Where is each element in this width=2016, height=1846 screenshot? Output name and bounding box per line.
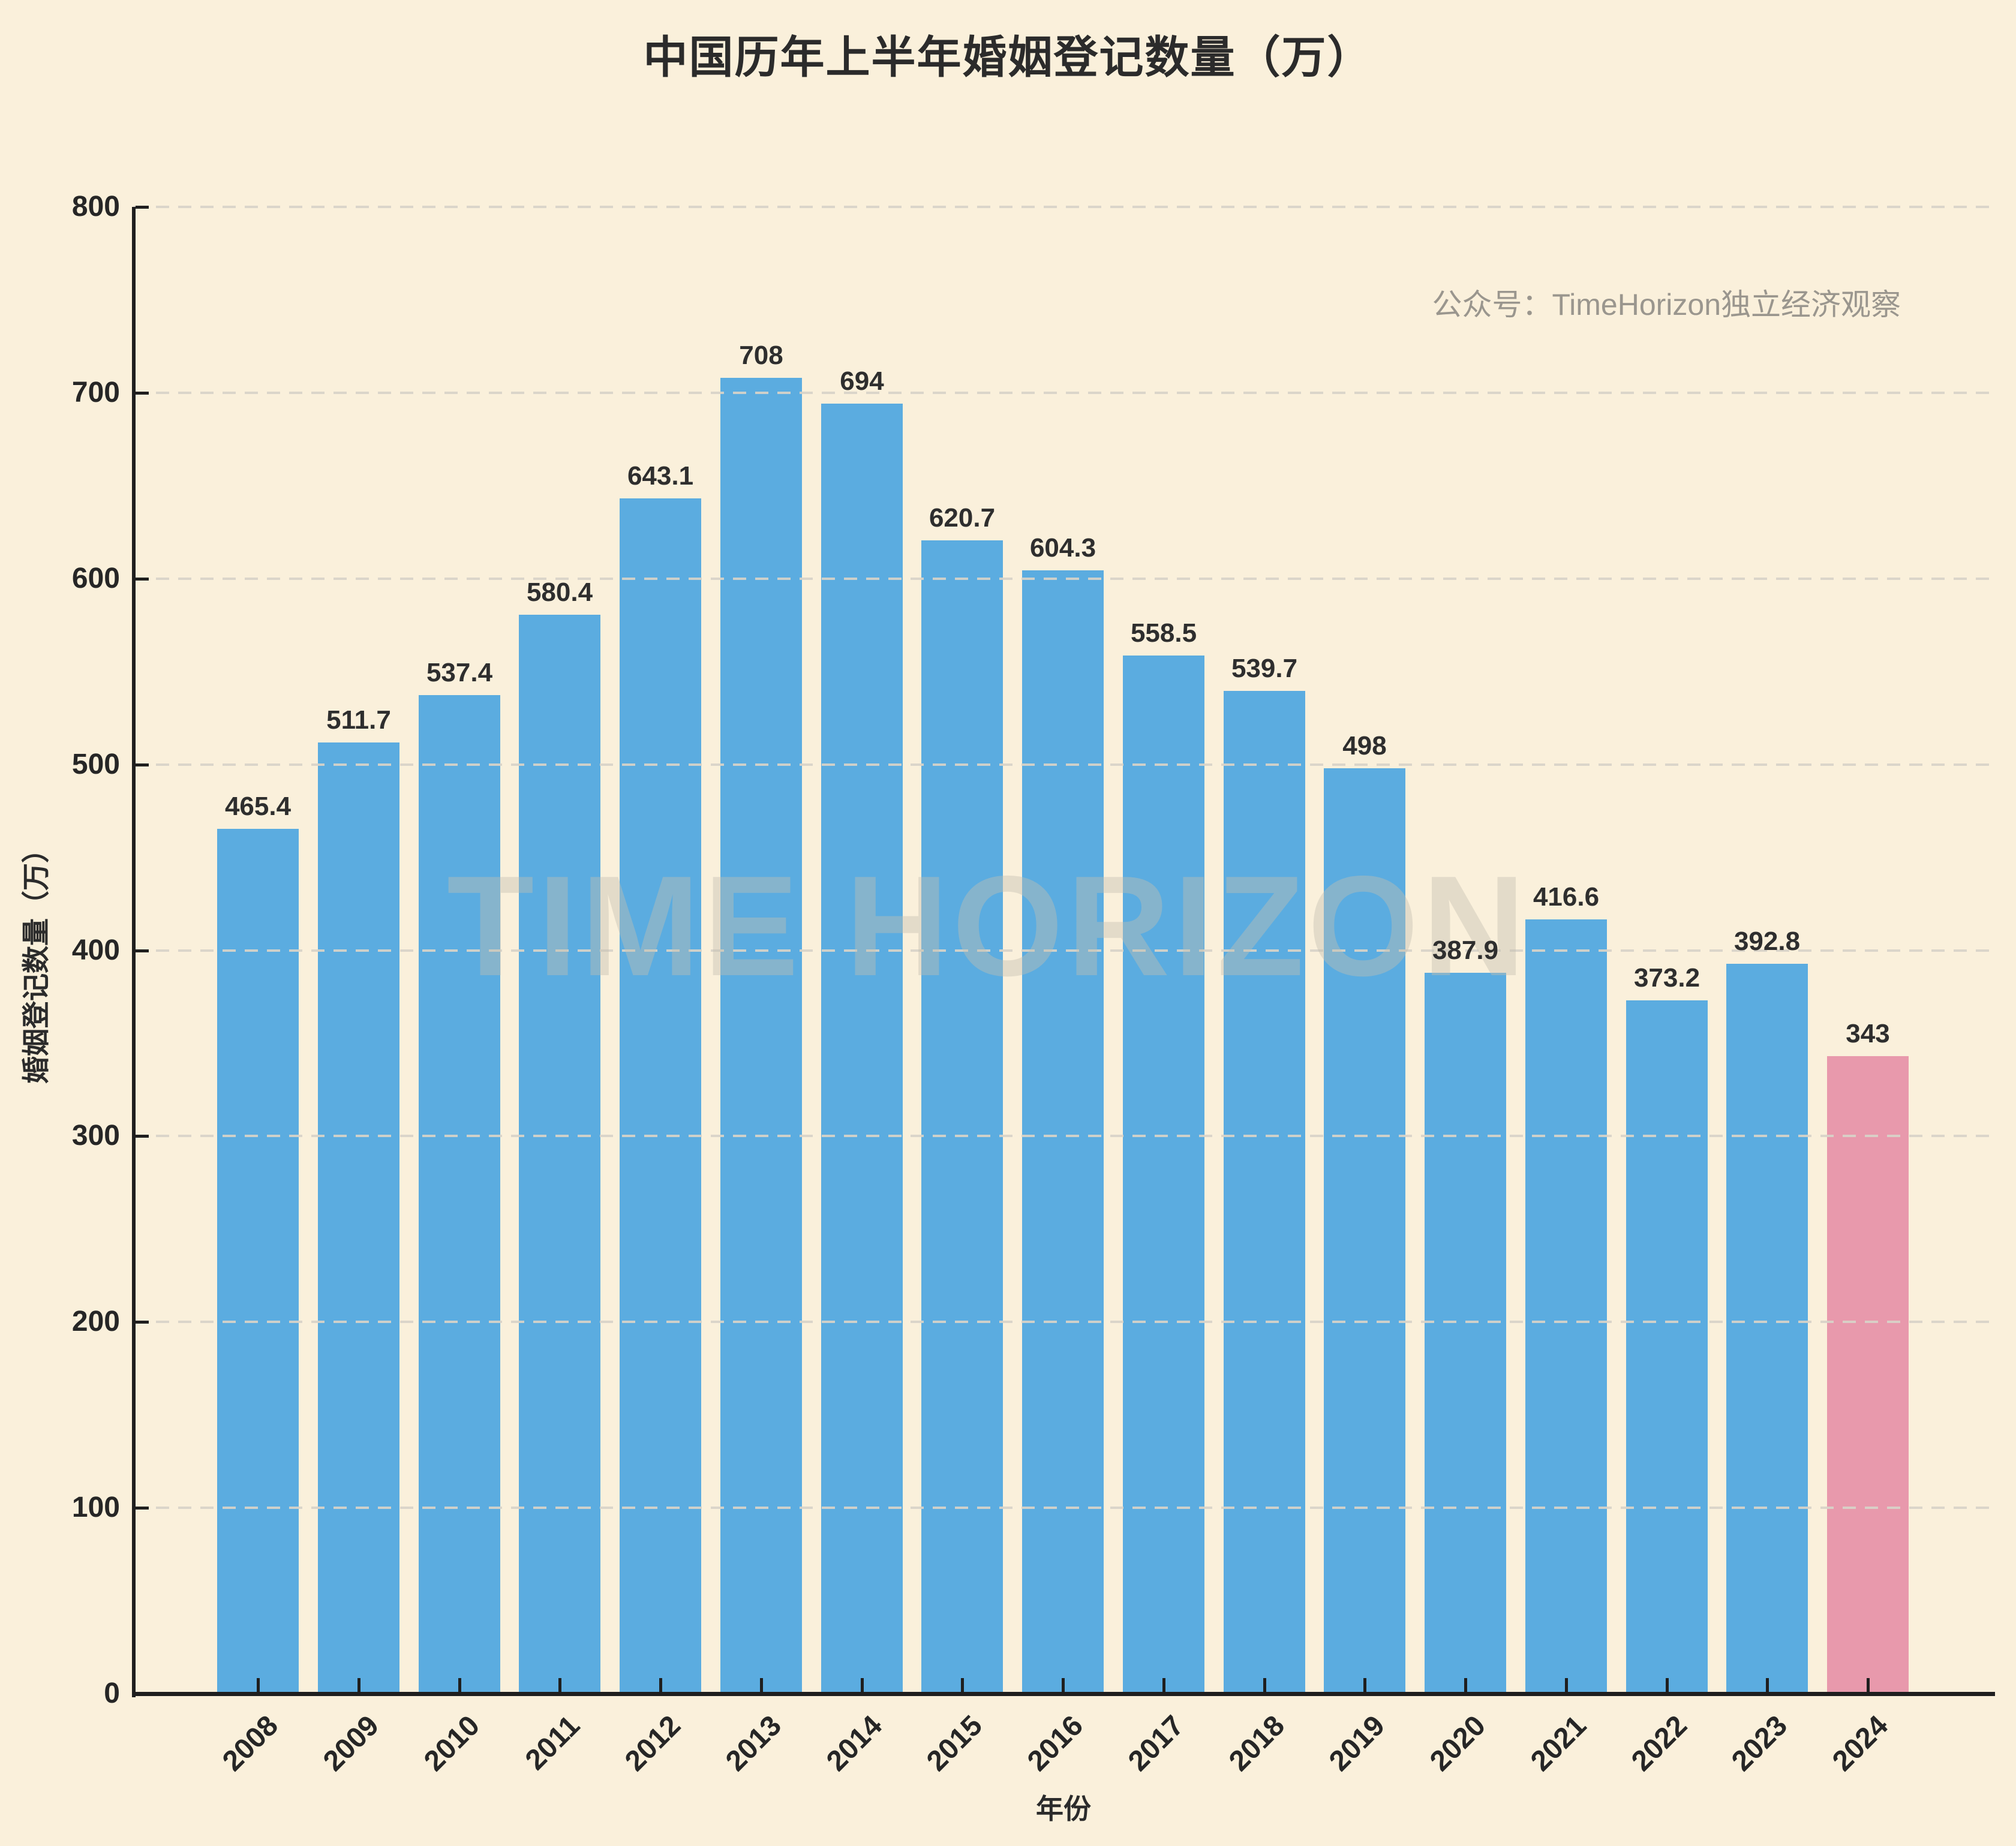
gridline (134, 1321, 1993, 1324)
y-tick-mark (136, 392, 149, 395)
bar-value-label: 558.5 (1130, 618, 1197, 648)
x-tick-mark (558, 1678, 561, 1692)
y-tick-label: 400 (71, 934, 120, 966)
bar-value-label: 465.4 (224, 792, 292, 821)
y-tick-mark (136, 1135, 149, 1138)
y-tick-label: 800 (71, 191, 120, 223)
x-tick-mark (861, 1678, 864, 1692)
bar-value-label: 643.1 (627, 461, 694, 491)
bar-2014 (821, 404, 903, 1694)
y-axis-label: 婚姻登记数量（万） (20, 835, 52, 1084)
bar-2020 (1425, 973, 1506, 1694)
y-tick-label: 100 (71, 1492, 120, 1523)
bar-2010 (419, 695, 500, 1694)
x-tick-mark (357, 1678, 360, 1692)
bar-value-label: 392.8 (1733, 927, 1801, 956)
x-tick-mark (1363, 1678, 1366, 1692)
gridline (134, 1135, 1993, 1138)
x-tick-mark (1464, 1678, 1467, 1692)
gridline (134, 206, 1993, 208)
bar-2011 (519, 615, 600, 1694)
bar-2024 (1827, 1056, 1909, 1694)
bar-2016 (1022, 570, 1104, 1694)
bar-value-label: 498 (1342, 731, 1387, 760)
chart-title: 中国历年上半年婚姻登记数量（万） (643, 32, 1373, 82)
x-tick-mark (961, 1678, 964, 1692)
x-tick-mark (659, 1678, 662, 1692)
x-tick-mark (1666, 1678, 1669, 1692)
x-tick-mark (1062, 1678, 1065, 1692)
watermark-text: TIME HORIZON (447, 847, 1530, 1006)
bar-value-label: 539.7 (1231, 654, 1298, 683)
y-tick-mark (136, 578, 149, 581)
bar-value-label: 373.2 (1633, 963, 1700, 993)
y-tick-mark (136, 949, 149, 952)
bar-value-label: 416.6 (1533, 882, 1600, 912)
y-tick-label: 0 (104, 1677, 120, 1709)
x-tick-mark (1766, 1678, 1769, 1692)
y-tick-label: 300 (71, 1120, 120, 1152)
x-axis-line (132, 1692, 1995, 1696)
gridline (134, 763, 1993, 766)
gridline (134, 949, 1993, 952)
x-tick-mark (1565, 1678, 1568, 1692)
y-tick-label: 200 (71, 1306, 120, 1337)
bar-2021 (1525, 919, 1607, 1694)
bar-value-label: 694 (840, 366, 884, 396)
bar-2019 (1324, 768, 1405, 1694)
y-tick-mark (136, 1321, 149, 1324)
bar-2015 (921, 540, 1003, 1694)
bar-2013 (720, 378, 802, 1694)
bar-2023 (1726, 964, 1808, 1694)
bar-value-label: 604.3 (1029, 533, 1096, 563)
gridline (134, 1507, 1993, 1510)
x-axis-label: 年份 (1036, 1793, 1091, 1824)
x-tick-mark (1263, 1678, 1266, 1692)
y-tick-mark (136, 206, 149, 209)
bar-2009 (318, 742, 399, 1694)
plot-area: 465.4 511.7 537.4 580.4 643.1 708 694 620.7 604.… (134, 206, 1993, 1694)
bar-2018 (1224, 691, 1305, 1694)
bar-value-label: 580.4 (526, 578, 593, 607)
bar-2008 (217, 829, 299, 1694)
gridline (134, 577, 1993, 580)
y-tick-label: 600 (71, 563, 120, 594)
bar-value-label: 620.7 (929, 503, 996, 533)
bar-2022 (1626, 1000, 1708, 1694)
gridline (134, 391, 1993, 394)
y-tick-label: 500 (71, 748, 120, 780)
bar-2012 (620, 498, 701, 1694)
bar-value-label: 511.7 (326, 705, 391, 735)
y-tick-mark (136, 1507, 149, 1510)
bar-value-label: 387.9 (1432, 936, 1499, 965)
x-tick-mark (257, 1678, 260, 1692)
bar-2017 (1123, 656, 1204, 1694)
x-tick-mark (1867, 1678, 1870, 1692)
bar-value-label: 708 (739, 341, 783, 370)
y-tick-label: 700 (71, 377, 120, 408)
bar-value-label: 343 (1846, 1019, 1890, 1048)
x-tick-mark (1162, 1678, 1165, 1692)
bar-value-label: 537.4 (426, 658, 493, 687)
y-axis-line (132, 207, 136, 1697)
publisher-annotation: 公众号：TimeHorizon独立经济观察 (1432, 288, 1901, 321)
x-tick-mark (458, 1678, 461, 1692)
x-tick-mark (760, 1678, 763, 1692)
y-tick-mark (136, 763, 149, 766)
